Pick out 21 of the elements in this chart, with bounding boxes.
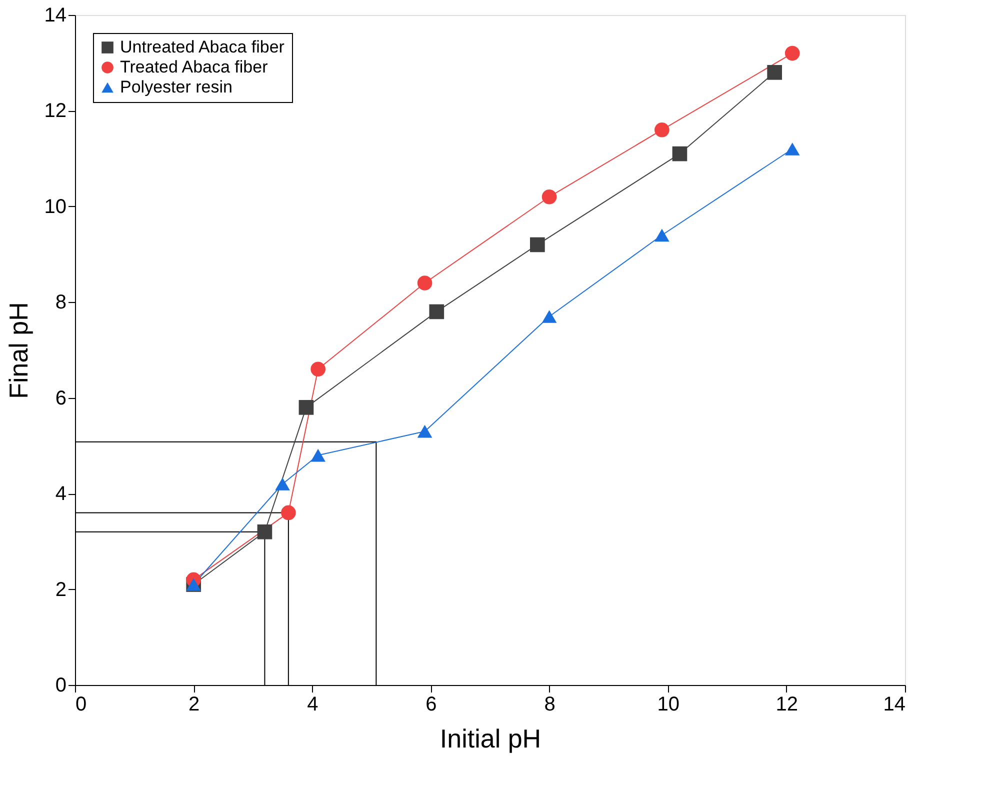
- x-axis-title: Initial pH: [440, 724, 542, 754]
- x-tick-label: 0: [76, 694, 87, 716]
- x-tick-label: 6: [426, 694, 437, 716]
- legend-label: Untreated Abaca fiber: [120, 38, 285, 56]
- y-tick-label: 12: [44, 100, 66, 122]
- x-tick-label: 8: [544, 694, 556, 716]
- x-tick-label: 10: [657, 694, 680, 716]
- y-tick-label: 0: [55, 674, 66, 696]
- legend-label: Treated Abaca fiber: [120, 58, 268, 76]
- y-tick-label: 14: [44, 4, 66, 26]
- y-tick-label: 2: [55, 578, 66, 601]
- y-tick-label: 6: [55, 387, 66, 410]
- x-tick-label: 2: [188, 694, 200, 716]
- y-tick-label: 10: [44, 196, 66, 218]
- y-tick-label: 4: [55, 483, 66, 506]
- x-tick-label: 12: [776, 694, 798, 716]
- y-tick-label: 8: [55, 292, 66, 314]
- x-tick-label: 14: [883, 694, 906, 716]
- x-tick-label: 4: [307, 694, 318, 716]
- y-axis-title: Final pH: [3, 302, 34, 399]
- legend-label: Polyester resin: [120, 78, 232, 96]
